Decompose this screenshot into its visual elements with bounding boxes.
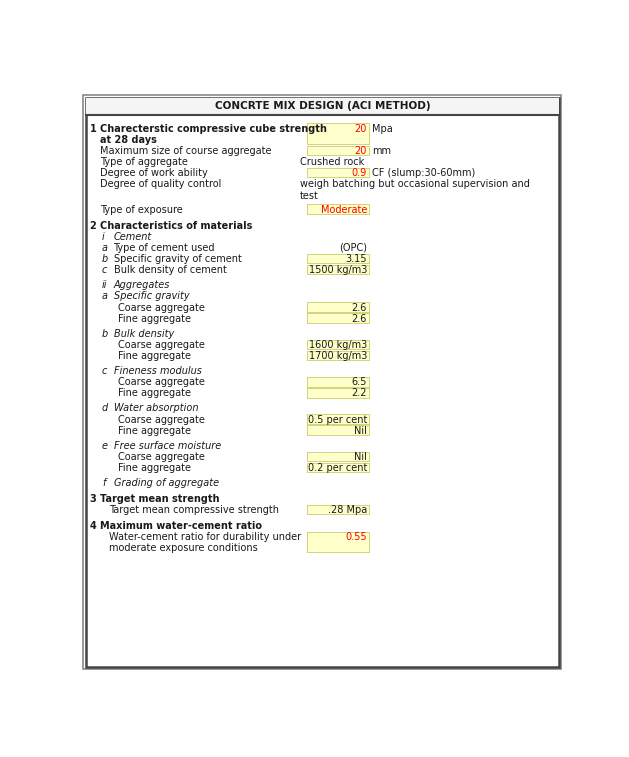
FancyBboxPatch shape xyxy=(307,388,369,397)
Text: 0.2 per cent: 0.2 per cent xyxy=(308,463,367,473)
Text: Cement: Cement xyxy=(113,232,152,241)
Text: b: b xyxy=(102,329,108,338)
Text: CF (slump:30-60mm): CF (slump:30-60mm) xyxy=(372,168,476,178)
Text: Coarse aggregate: Coarse aggregate xyxy=(118,377,205,388)
Text: c: c xyxy=(102,265,108,276)
FancyBboxPatch shape xyxy=(307,123,369,144)
FancyBboxPatch shape xyxy=(307,425,369,435)
Text: 4: 4 xyxy=(89,521,96,531)
FancyBboxPatch shape xyxy=(307,204,369,214)
Text: Aggregates: Aggregates xyxy=(113,280,170,290)
Text: Specific gravity: Specific gravity xyxy=(113,291,189,301)
FancyBboxPatch shape xyxy=(307,302,369,312)
FancyBboxPatch shape xyxy=(307,350,369,360)
Text: 2.2: 2.2 xyxy=(352,388,367,398)
Text: i: i xyxy=(102,232,104,241)
Text: Mpa: Mpa xyxy=(372,123,393,133)
Text: mm: mm xyxy=(372,146,391,156)
Text: Water absorption: Water absorption xyxy=(113,403,198,413)
Text: e: e xyxy=(102,441,108,450)
Text: weigh batching but occasional supervision and: weigh batching but occasional supervisio… xyxy=(299,179,530,189)
Text: 3.15: 3.15 xyxy=(345,254,367,264)
Text: Coarse aggregate: Coarse aggregate xyxy=(118,415,205,425)
FancyBboxPatch shape xyxy=(307,463,369,472)
Text: Degree of quality control: Degree of quality control xyxy=(99,179,221,189)
FancyBboxPatch shape xyxy=(83,95,562,669)
FancyBboxPatch shape xyxy=(86,98,559,667)
Text: 1700 kg/m3: 1700 kg/m3 xyxy=(309,351,367,361)
Text: Fine aggregate: Fine aggregate xyxy=(118,351,191,361)
Text: Free surface moisture: Free surface moisture xyxy=(113,441,221,450)
Text: Fine aggregate: Fine aggregate xyxy=(118,313,191,324)
FancyBboxPatch shape xyxy=(86,98,559,115)
Text: Water-cement ratio for durability under: Water-cement ratio for durability under xyxy=(109,532,301,542)
Text: 20: 20 xyxy=(355,146,367,156)
Text: 1600 kg/m3: 1600 kg/m3 xyxy=(309,340,367,350)
Text: 0.55: 0.55 xyxy=(345,532,367,542)
Text: Coarse aggregate: Coarse aggregate xyxy=(118,452,205,462)
Text: Target mean strength: Target mean strength xyxy=(99,494,219,504)
Text: 1: 1 xyxy=(89,123,96,133)
Text: moderate exposure conditions: moderate exposure conditions xyxy=(109,544,258,553)
Text: a: a xyxy=(102,291,108,301)
Text: Maximum water-cement ratio: Maximum water-cement ratio xyxy=(99,521,262,531)
FancyBboxPatch shape xyxy=(307,313,369,323)
Text: 3: 3 xyxy=(89,494,96,504)
Text: Maximum size of course aggregate: Maximum size of course aggregate xyxy=(99,146,271,156)
Text: Specific gravity of cement: Specific gravity of cement xyxy=(113,254,242,264)
Text: Degree of work ability: Degree of work ability xyxy=(99,168,208,178)
Text: 0.9: 0.9 xyxy=(352,168,367,178)
Text: CONCRTE MIX DESIGN (ACI METHOD): CONCRTE MIX DESIGN (ACI METHOD) xyxy=(214,101,430,111)
Text: 1500 kg/m3: 1500 kg/m3 xyxy=(309,265,367,276)
FancyBboxPatch shape xyxy=(307,377,369,387)
Text: 0.5 per cent: 0.5 per cent xyxy=(308,415,367,425)
Text: 2.6: 2.6 xyxy=(352,313,367,324)
FancyBboxPatch shape xyxy=(307,145,369,155)
Text: 2.6: 2.6 xyxy=(352,303,367,313)
FancyBboxPatch shape xyxy=(307,531,369,553)
Text: at 28 days: at 28 days xyxy=(99,135,157,145)
Text: Nil: Nil xyxy=(354,425,367,436)
Text: f: f xyxy=(102,478,105,488)
Text: c: c xyxy=(102,366,108,376)
Text: .28 Mpa: .28 Mpa xyxy=(328,505,367,515)
FancyBboxPatch shape xyxy=(307,340,369,349)
Text: b: b xyxy=(102,254,108,264)
Text: Fineness modulus: Fineness modulus xyxy=(113,366,201,376)
Text: Type of aggregate: Type of aggregate xyxy=(99,157,187,167)
FancyBboxPatch shape xyxy=(307,254,369,263)
Text: Nil: Nil xyxy=(354,452,367,462)
Text: Target mean compressive strength: Target mean compressive strength xyxy=(109,505,279,515)
Text: Bulk density: Bulk density xyxy=(113,329,174,338)
Text: Coarse aggregate: Coarse aggregate xyxy=(118,303,205,313)
Text: Characteristics of materials: Characteristics of materials xyxy=(99,220,252,231)
Text: Moderate: Moderate xyxy=(321,205,367,215)
FancyBboxPatch shape xyxy=(307,265,369,275)
Text: (OPC): (OPC) xyxy=(339,243,367,253)
Text: Fine aggregate: Fine aggregate xyxy=(118,425,191,436)
Text: Coarse aggregate: Coarse aggregate xyxy=(118,340,205,350)
FancyBboxPatch shape xyxy=(307,168,369,177)
Text: Bulk density of cement: Bulk density of cement xyxy=(113,265,226,276)
Text: Fine aggregate: Fine aggregate xyxy=(118,463,191,473)
Text: Type of cement used: Type of cement used xyxy=(113,243,215,253)
Text: Fine aggregate: Fine aggregate xyxy=(118,388,191,398)
FancyBboxPatch shape xyxy=(307,505,369,514)
Text: test: test xyxy=(299,191,318,201)
Text: Crushed rock: Crushed rock xyxy=(299,157,364,167)
Text: Type of exposure: Type of exposure xyxy=(99,205,182,215)
Text: ii: ii xyxy=(102,280,108,290)
Text: d: d xyxy=(102,403,108,413)
FancyBboxPatch shape xyxy=(307,414,369,424)
Text: a: a xyxy=(102,243,108,253)
Text: Charecterstic compressive cube strength: Charecterstic compressive cube strength xyxy=(99,123,326,133)
FancyBboxPatch shape xyxy=(307,452,369,461)
Text: 20: 20 xyxy=(355,123,367,133)
Text: 2: 2 xyxy=(89,220,96,231)
Text: 6.5: 6.5 xyxy=(352,377,367,388)
Text: Grading of aggregate: Grading of aggregate xyxy=(113,478,219,488)
